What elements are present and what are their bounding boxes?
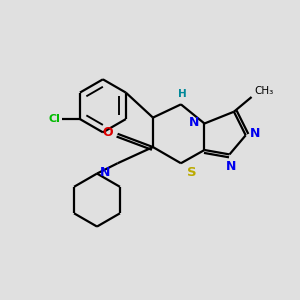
Text: N: N [226, 160, 236, 173]
Text: Cl: Cl [48, 114, 60, 124]
Text: CH₃: CH₃ [254, 85, 273, 95]
Text: N: N [100, 166, 110, 178]
Text: N: N [250, 127, 260, 140]
Text: O: O [103, 126, 113, 139]
Text: H: H [178, 89, 187, 99]
Text: N: N [189, 116, 199, 129]
Text: S: S [187, 166, 196, 179]
